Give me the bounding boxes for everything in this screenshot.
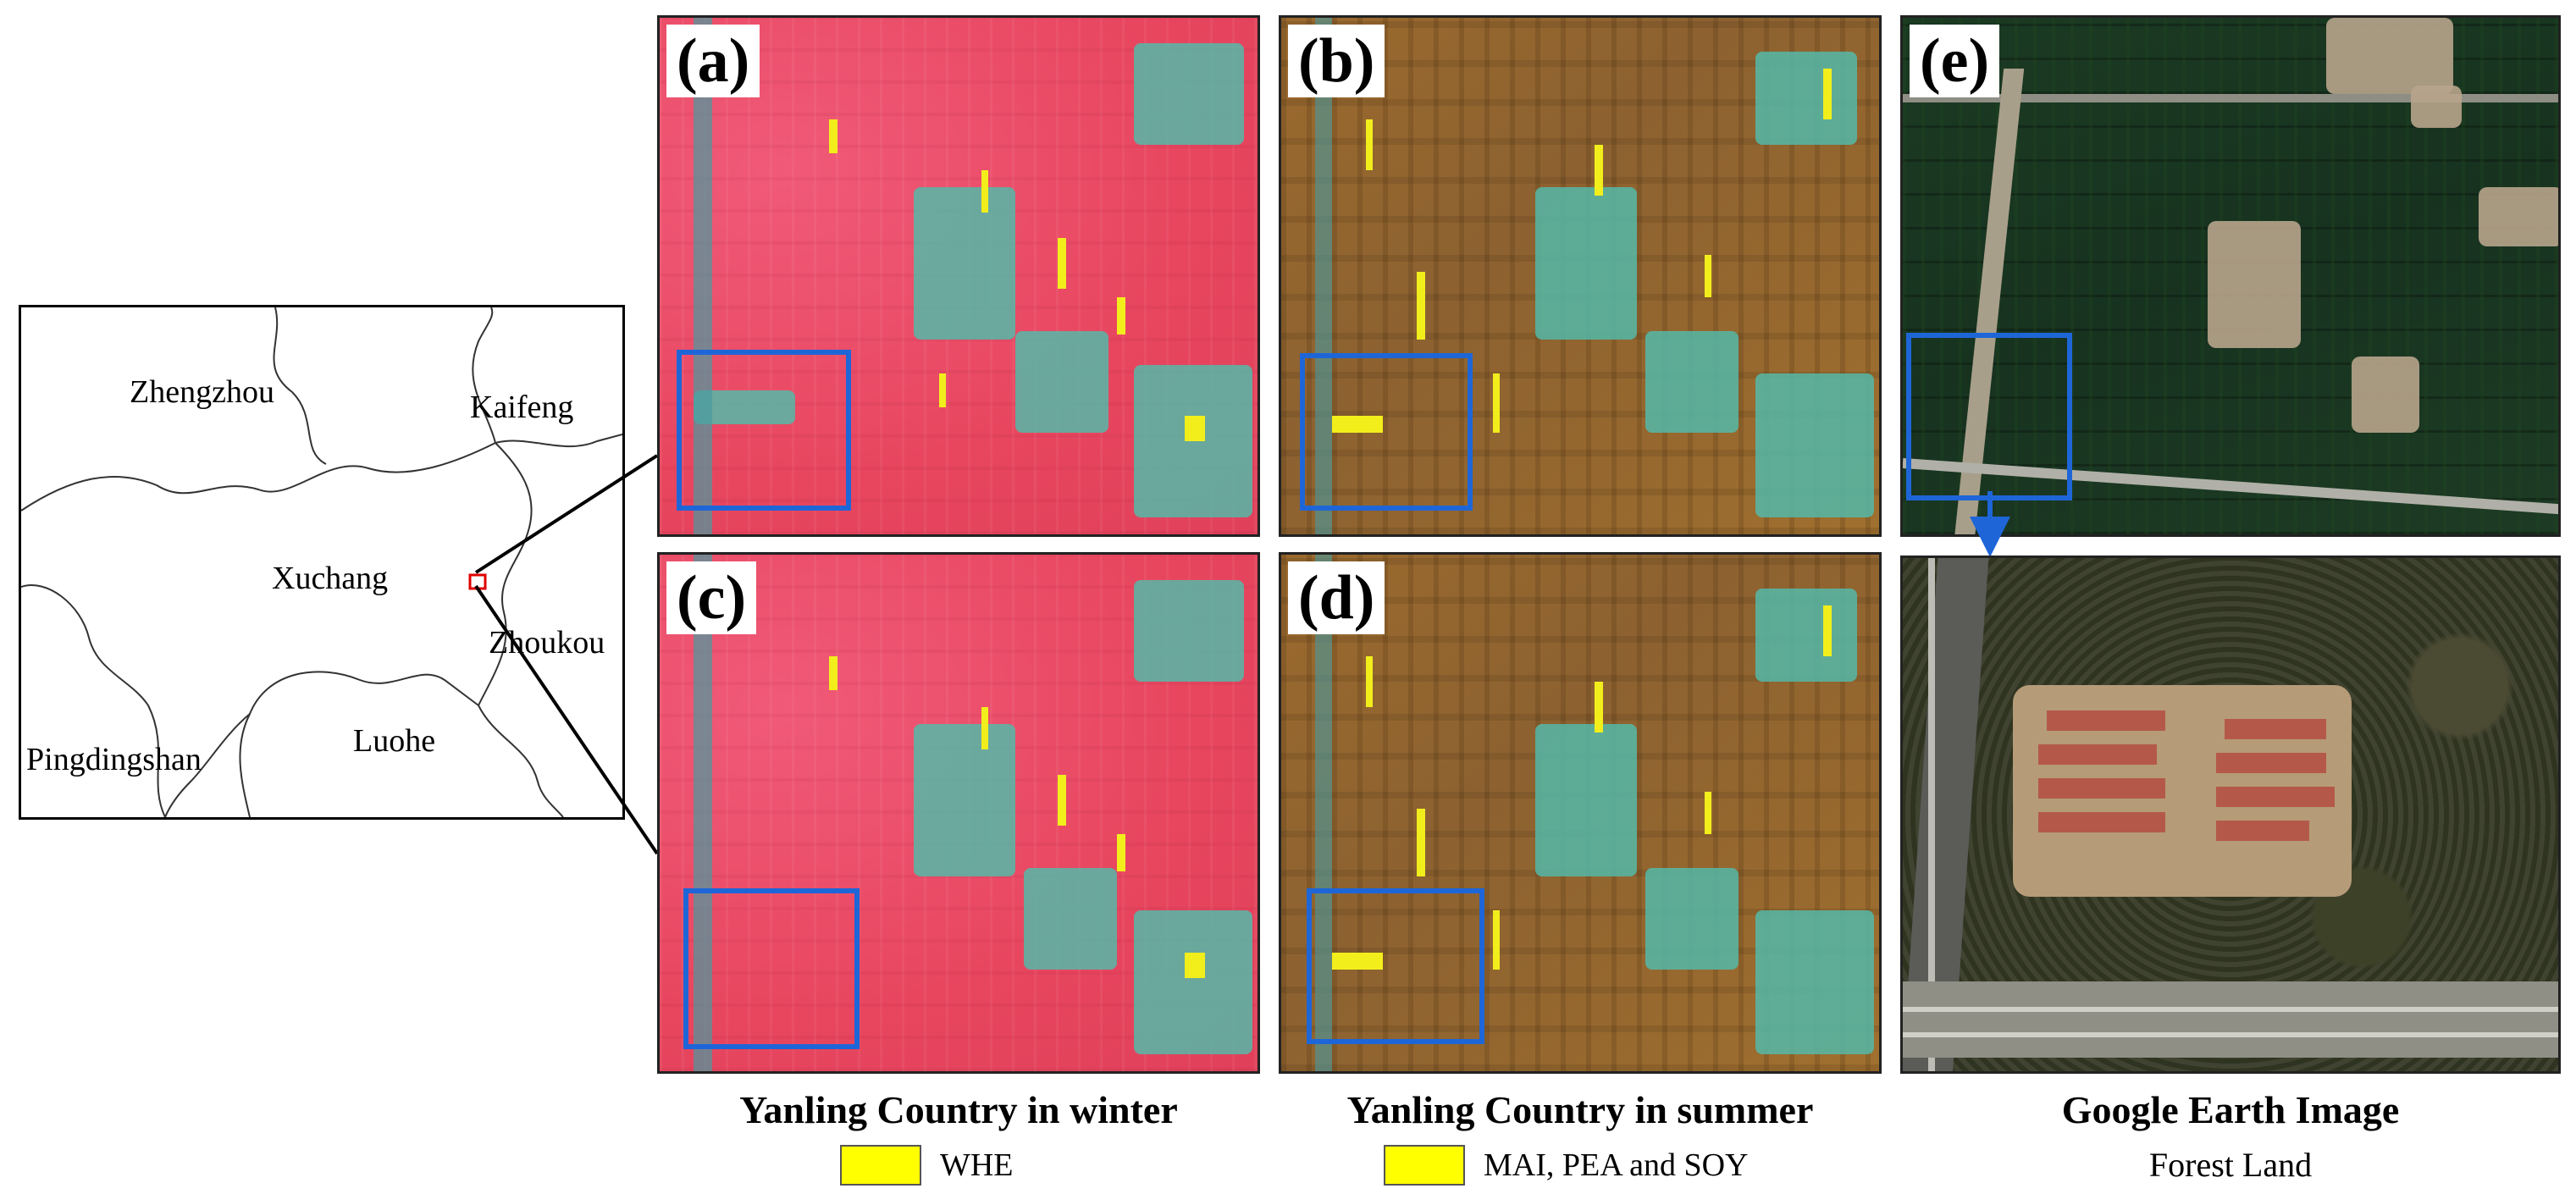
city-label-kaifeng: Kaifeng: [470, 390, 574, 425]
city-label-pingdingshan: Pingdingshan: [26, 742, 202, 777]
panel-label-e: (e): [1910, 25, 2000, 97]
panel-label-c: (c): [666, 561, 757, 634]
highlight-box: [1307, 888, 1484, 1044]
legend-label-whe: WHE: [940, 1147, 1014, 1183]
caption-summer: Yanling Country in summer: [1346, 1088, 1814, 1131]
panel-label-a: (a): [666, 25, 760, 97]
panel-b-summer-image: (b): [1279, 15, 1882, 537]
city-label-zhengzhou: Zhengzhou: [130, 374, 274, 410]
highlight-box: [1300, 353, 1473, 511]
panel-label-b: (b): [1288, 25, 1385, 97]
legend-swatch-summer-crops: [1384, 1145, 1465, 1186]
caption-google-earth: Google Earth Image: [2061, 1088, 2400, 1131]
panel-a-winter-image: (a): [657, 15, 1260, 537]
panel-d-summer-image: (d): [1279, 552, 1882, 1074]
legend-label-forest-land: Forest Land: [2148, 1146, 2313, 1184]
city-label-luohe: Luohe: [353, 723, 436, 759]
highlight-box: [677, 350, 851, 511]
highlight-box: [683, 888, 860, 1049]
panel-label-d: (d): [1288, 561, 1385, 634]
panel-c-winter-image: (c): [657, 552, 1260, 1074]
forest-land-zoom-image: [1900, 556, 2561, 1074]
highlight-box: [1906, 333, 2072, 500]
legend-swatch-whe: [840, 1145, 921, 1186]
panel-e-google-earth-image: (e): [1900, 15, 2561, 537]
zoom-arrow-icon: [1970, 491, 2010, 557]
caption-winter: Yanling Country in winter: [739, 1088, 1178, 1131]
legend-label-summer-crops: MAI, PEA and SOY: [1484, 1147, 1749, 1183]
city-label-xuchang: Xuchang: [272, 561, 389, 596]
